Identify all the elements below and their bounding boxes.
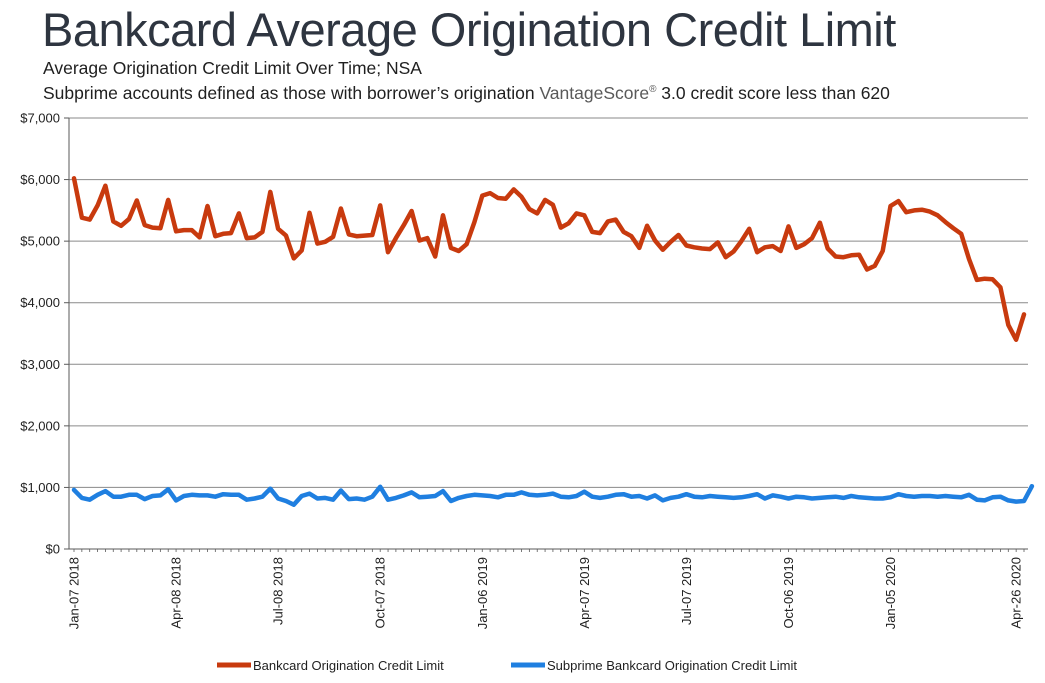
legend-label: Bankcard Origination Credit Limit bbox=[253, 658, 444, 673]
page-title: Bankcard Average Origination Credit Limi… bbox=[42, 3, 896, 56]
x-tick-label: Oct-07 2018 bbox=[373, 557, 388, 629]
subtitle-line-1: Average Origination Credit Limit Over Ti… bbox=[43, 58, 422, 78]
x-tick-label: Jul-08 2018 bbox=[271, 557, 286, 625]
chart-subtitle: Average Origination Credit Limit Over Ti… bbox=[43, 57, 890, 104]
legend: Bankcard Origination Credit Limit Subprim… bbox=[217, 658, 797, 673]
series-line-prime bbox=[71, 176, 1027, 342]
x-tick-label: Oct-06 2019 bbox=[781, 557, 796, 629]
y-tick-label: $1,000 bbox=[20, 480, 60, 495]
x-tick-label: Jul-07 2019 bbox=[679, 557, 694, 625]
registered-mark: ® bbox=[649, 84, 657, 95]
series-line-subprime bbox=[71, 483, 1035, 507]
subtitle-line-2-suffix: 3.0 credit score less than 620 bbox=[656, 82, 890, 103]
legend-label: Subprime Bankcard Origination Credit Lim… bbox=[547, 658, 797, 673]
y-tick-label: $3,000 bbox=[20, 357, 60, 372]
subtitle-line-2: Subprime accounts defined as those with … bbox=[43, 79, 890, 104]
subtitle-line-2-text: Subprime accounts defined as those with … bbox=[43, 82, 540, 103]
gridlines bbox=[69, 117, 1028, 488]
y-tick-label: $6,000 bbox=[20, 172, 60, 187]
y-tick-label: $2,000 bbox=[20, 418, 60, 433]
x-axis: Jan-07 2018 Apr-08 2018 Jul-08 2018 Oct-07 … bbox=[67, 548, 1028, 629]
vantagescore-brand: VantageScore bbox=[539, 82, 650, 103]
x-tick-label: Jan-06 2019 bbox=[475, 557, 490, 629]
y-tick-label: $0 bbox=[46, 542, 60, 557]
y-tick-label: $5,000 bbox=[20, 234, 60, 249]
x-tick-label: Apr-26 2020 bbox=[1009, 557, 1024, 629]
y-axis: $0 $1,000 $2,000 $3,000 $4,000 $5,000 $6,000 $7… bbox=[20, 111, 70, 557]
series-lines bbox=[71, 176, 1035, 507]
y-tick-label: $4,000 bbox=[20, 295, 60, 310]
x-tick-label: Jan-05 2020 bbox=[883, 557, 898, 629]
x-tick-label: Apr-07 2019 bbox=[577, 557, 592, 629]
x-tick-label: Apr-08 2018 bbox=[169, 557, 184, 629]
x-tick-label: Jan-07 2018 bbox=[67, 557, 82, 629]
y-tick-label: $7,000 bbox=[20, 111, 60, 126]
